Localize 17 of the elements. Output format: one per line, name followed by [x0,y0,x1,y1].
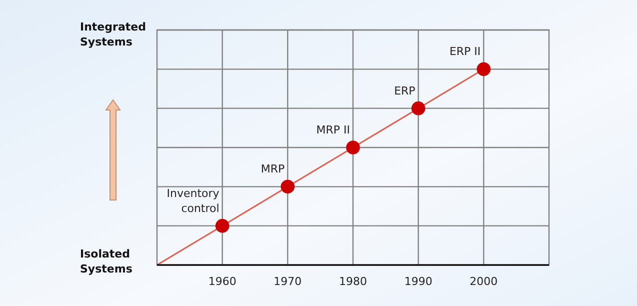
x-tick-label: 1960 [208,274,236,288]
annotation: MRP II [316,124,350,136]
text: Integrated Systems [80,20,146,48]
point [411,101,426,116]
point [280,180,295,194]
x-tick-label: 2000 [470,274,498,288]
x-tick-label: 1970 [274,274,302,288]
annotation: Inventory control [166,186,220,215]
point [215,218,230,233]
annotation: ERP [394,84,416,98]
annotation: ERP II [449,45,481,58]
point [476,62,491,76]
x-tick-label: 1980 [339,274,367,288]
text: Isolated Systems [80,248,133,276]
annotation: MRP [260,162,286,176]
x-tick-label: 1990 [404,274,432,288]
point [346,140,360,154]
